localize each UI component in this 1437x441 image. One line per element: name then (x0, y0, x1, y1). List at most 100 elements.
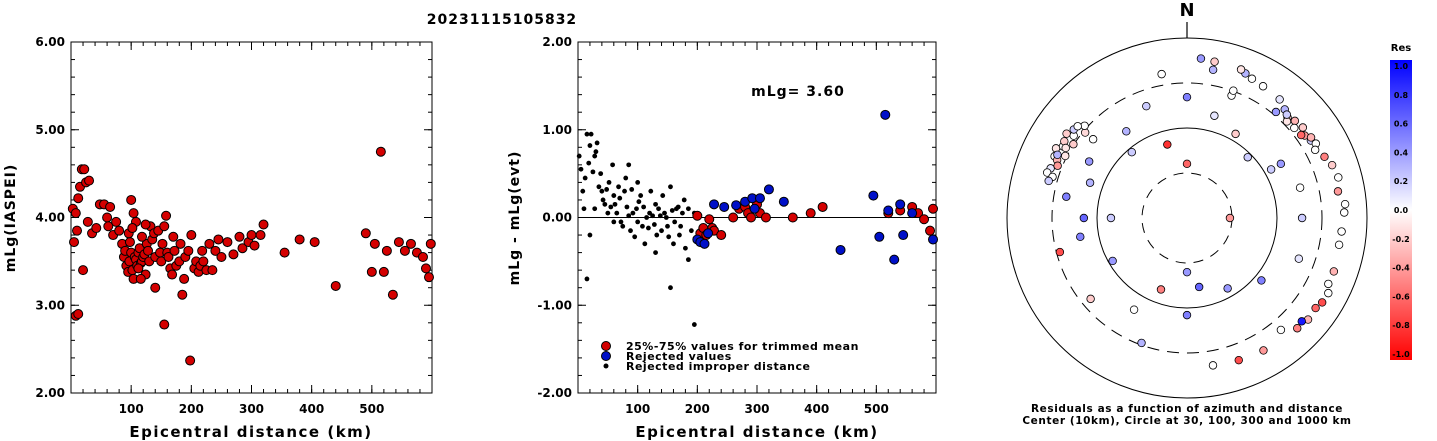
residual-rejected-point (895, 199, 906, 210)
azimuth-point (1258, 82, 1268, 91)
azimuth-point (1062, 192, 1071, 201)
azimuth-point (1243, 153, 1252, 162)
azimuth-point (1231, 129, 1240, 139)
azimuth-point (1210, 57, 1219, 66)
residual-rejected-point (749, 203, 760, 214)
magnitude-points (67, 146, 436, 366)
magnitude-point (405, 238, 416, 249)
magnitude-point (127, 223, 138, 234)
magnitude-y-axis-label: mLg(IASPEI) (3, 164, 19, 273)
azimuth-point (1266, 165, 1276, 174)
azimuth-point (1182, 267, 1192, 277)
azimuth-point (1127, 148, 1136, 157)
residual-improper-point (604, 187, 610, 192)
magnitude-point (124, 237, 135, 248)
azimuth-point (1296, 130, 1306, 140)
residual-improper-point (628, 228, 633, 234)
residual-improper-point (685, 206, 691, 212)
azimuth-point (1044, 176, 1053, 186)
azimuth-point (1320, 152, 1329, 161)
residual-improper-point (653, 201, 658, 207)
magnitude-x-tick-label: 100 (119, 402, 144, 416)
residual-rejected-point (880, 109, 891, 120)
magnitude-point (140, 219, 151, 230)
residual-improper-point (651, 222, 657, 227)
residual-improper-point (584, 276, 590, 282)
azimuth-point (1053, 150, 1062, 159)
azimuth-point (1247, 74, 1257, 83)
magnitude-x-tick-label: 500 (359, 402, 384, 416)
residual-improper-point (688, 228, 694, 234)
residual-annotation: mLg= 3.60 (751, 84, 845, 100)
magnitude-point (198, 256, 209, 267)
azimuth-point (1196, 54, 1206, 63)
residual-x-tick-label: 400 (804, 402, 829, 416)
azimuth-point (1306, 133, 1316, 142)
residual-improper-point (683, 245, 688, 251)
residual-improper-point (612, 201, 618, 207)
magnitude-point (366, 266, 377, 277)
azimuth-point (1236, 65, 1246, 74)
azimuth-points (1042, 54, 1350, 370)
magnitude-point (105, 201, 116, 212)
azimuth-point (1108, 256, 1117, 266)
magnitude-point (135, 273, 146, 284)
azimuth-point (1290, 116, 1300, 126)
magnitude-x-tick-label: 300 (239, 402, 264, 416)
residual-rejected-point (709, 199, 720, 210)
colorbar-tick-label: -0.8 (1392, 321, 1410, 330)
azimuth-point (1324, 279, 1333, 289)
residual-improper-point (632, 234, 638, 240)
azimuth-point (1333, 187, 1343, 196)
magnitude-y-tick-label: 6.00 (35, 35, 65, 49)
residual-improper-point (611, 219, 617, 225)
azimuth-point (1234, 355, 1243, 365)
residual-improper-point (630, 210, 636, 216)
magnitude-point (417, 251, 428, 262)
residual-improper-point (675, 204, 681, 210)
magnitude-point (72, 225, 83, 236)
magnitude-point (207, 265, 218, 276)
residual-rejected-point (907, 208, 918, 219)
magnitude-point (161, 210, 172, 221)
magnitude-point (423, 272, 434, 283)
legend-label-rejected: Rejected values (626, 350, 732, 363)
residual-improper-point (584, 131, 590, 137)
residual-rejected-point (754, 193, 765, 204)
azimuth-point (1282, 110, 1292, 119)
residual-rejected-point (703, 228, 714, 239)
magnitude-point (70, 208, 81, 219)
residual-improper-point (638, 193, 644, 198)
azimuth-point (1142, 101, 1151, 111)
azimuth-point (1156, 285, 1166, 294)
azimuth-point (1337, 227, 1346, 236)
magnitude-point (210, 245, 221, 256)
residual-rejected-point (883, 205, 894, 216)
colorbar-tick-label: 1.0 (1394, 62, 1409, 71)
azimuth-point (1276, 325, 1286, 335)
residual-improper-point (586, 160, 592, 166)
residual-improper-point (588, 131, 594, 137)
residual-improper-point (663, 215, 669, 220)
magnitude-x-tick-label: 200 (179, 402, 204, 416)
magnitude-point (102, 212, 113, 223)
azimuth-point (1295, 183, 1305, 192)
magnitude-point (387, 289, 398, 300)
azimuth-point (1208, 361, 1218, 370)
residual-rejected-point (928, 234, 939, 245)
azimuth-point (1334, 173, 1343, 182)
azimuth-point (1163, 140, 1172, 149)
residual-improper-point (657, 213, 663, 219)
residual-improper-point (578, 166, 584, 172)
magnitude-point (73, 309, 84, 320)
azimuth-point (1259, 346, 1268, 355)
residual-improper-point (672, 219, 678, 225)
residual-used-point (817, 201, 828, 212)
azimuth-point (1076, 232, 1085, 242)
azimuth-point (1297, 317, 1306, 326)
residual-rejected-point (898, 230, 909, 241)
azimuth-point (1310, 145, 1320, 155)
residual-improper-point (656, 206, 661, 212)
residual-y-axis-label: mLg - mLg(evt) (507, 151, 523, 286)
residual-improper-point (641, 204, 647, 210)
